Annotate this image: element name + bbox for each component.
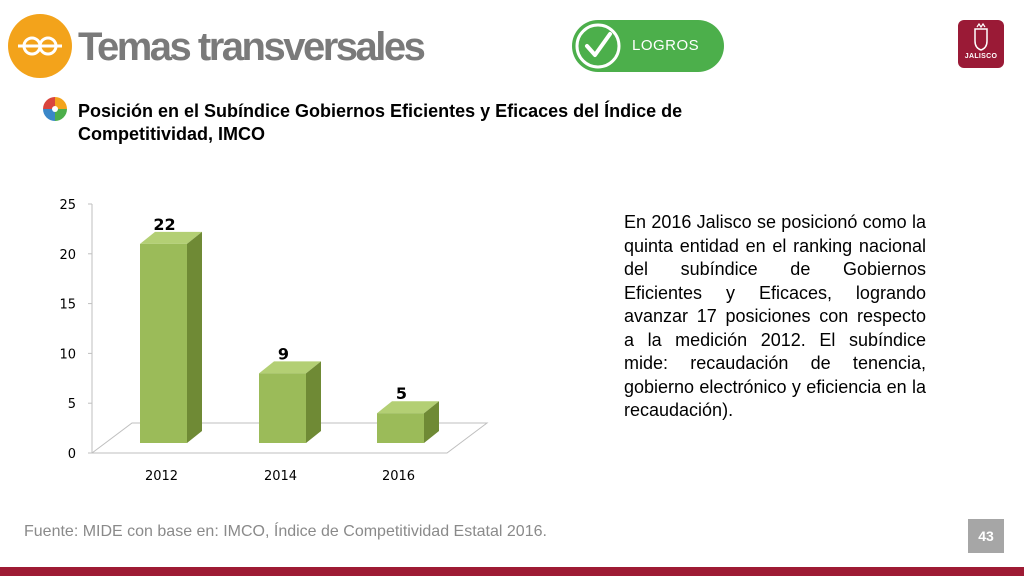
source-note: Fuente: MIDE con base en: IMCO, Índice d… bbox=[24, 523, 547, 540]
x-tick-label: 2014 bbox=[264, 469, 297, 484]
bar-top bbox=[377, 401, 439, 414]
y-tick-label: 5 bbox=[68, 397, 76, 412]
bar-side bbox=[306, 361, 321, 443]
y-tick-label: 20 bbox=[59, 248, 76, 263]
y-tick-label: 25 bbox=[59, 198, 76, 213]
bar-chart: 0 5 10 15 20 25 22 2012 9 2014 5 2016 bbox=[59, 198, 489, 484]
page-number: 43 bbox=[968, 519, 1004, 553]
logo-text: JALISCO bbox=[964, 53, 998, 60]
bar bbox=[259, 373, 306, 443]
header-badge bbox=[8, 14, 72, 78]
bar bbox=[377, 413, 424, 443]
data-label: 22 bbox=[153, 215, 175, 234]
chart-title: Posición en el Subíndice Gobiernos Efici… bbox=[78, 101, 683, 144]
checkmark-icon bbox=[575, 23, 621, 69]
bottom-brand-bar bbox=[0, 567, 1024, 576]
logros-badge: LOGROS bbox=[572, 20, 724, 72]
pinwheel-icon bbox=[43, 97, 67, 121]
page-title: Temas transversales bbox=[78, 25, 426, 69]
link-chain-icon bbox=[18, 36, 62, 56]
y-tick-label: 0 bbox=[68, 447, 76, 462]
bar bbox=[140, 243, 187, 443]
bar-top bbox=[259, 361, 321, 374]
logros-label: LOGROS bbox=[632, 37, 700, 54]
bar-side bbox=[424, 401, 439, 443]
data-label: 9 bbox=[278, 344, 289, 363]
y-tick-label: 15 bbox=[59, 298, 76, 313]
bar-top bbox=[140, 231, 202, 244]
data-label: 5 bbox=[396, 384, 407, 403]
jalisco-logo: JALISCO bbox=[958, 20, 1004, 68]
x-tick-label: 2012 bbox=[145, 469, 178, 484]
bar-side bbox=[187, 231, 202, 443]
coat-of-arms-icon bbox=[974, 22, 988, 51]
x-tick-label: 2016 bbox=[382, 469, 415, 484]
description-paragraph: En 2016 Jalisco se posicionó como la qui… bbox=[624, 212, 926, 420]
y-tick-label: 10 bbox=[59, 347, 76, 362]
